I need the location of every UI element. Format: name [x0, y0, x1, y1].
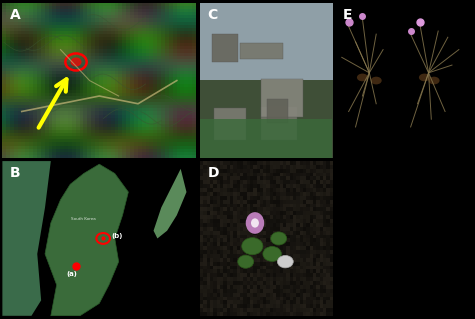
Ellipse shape [242, 238, 263, 255]
Text: South Korea: South Korea [71, 217, 96, 221]
Bar [240, 43, 283, 59]
Text: (a): (a) [66, 271, 77, 277]
Polygon shape [153, 169, 187, 239]
Text: (b): (b) [111, 234, 122, 240]
Bar [214, 108, 246, 140]
Ellipse shape [263, 247, 281, 261]
Ellipse shape [238, 255, 254, 268]
Text: A: A [10, 8, 21, 22]
Polygon shape [45, 164, 128, 316]
Ellipse shape [357, 74, 368, 81]
Bar [200, 119, 332, 158]
Ellipse shape [370, 77, 382, 85]
Ellipse shape [428, 77, 439, 85]
Ellipse shape [277, 256, 293, 268]
Text: B: B [10, 166, 21, 180]
Text: C: C [208, 8, 218, 22]
Polygon shape [2, 161, 51, 316]
Bar [261, 107, 297, 140]
Bar [261, 79, 303, 117]
Circle shape [246, 212, 264, 234]
Ellipse shape [271, 232, 286, 245]
Circle shape [251, 218, 259, 228]
Bar [212, 34, 238, 62]
Circle shape [71, 58, 81, 66]
Text: D: D [208, 166, 219, 180]
Bar [267, 99, 288, 123]
Ellipse shape [419, 74, 430, 81]
Text: E: E [343, 8, 352, 22]
